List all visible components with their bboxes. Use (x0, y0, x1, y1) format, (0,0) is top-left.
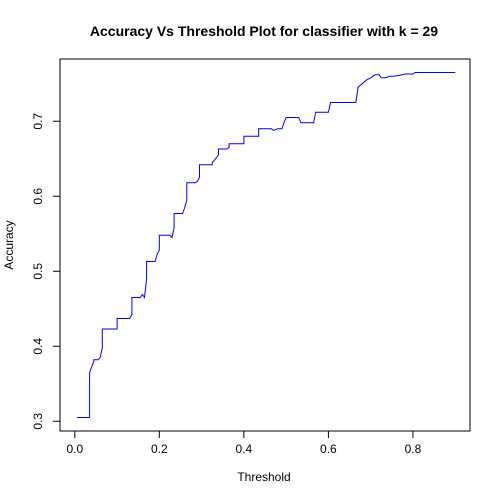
x-tick-label: 0.4 (236, 442, 253, 456)
x-axis: 0.0 0.2 0.4 0.6 0.8 (66, 430, 422, 456)
x-tick-label: 0.2 (151, 442, 168, 456)
y-tick-label: 0.4 (31, 338, 45, 355)
x-tick-label: 0.8 (405, 442, 422, 456)
x-tick-label: 0.6 (320, 442, 337, 456)
y-tick-label: 0.7 (31, 113, 45, 130)
y-axis-label: Accuracy (2, 220, 16, 269)
accuracy-line (76, 72, 456, 418)
x-tick-label: 0.0 (66, 442, 83, 456)
y-tick-label: 0.6 (31, 188, 45, 205)
series-layer (76, 72, 456, 418)
y-tick-label: 0.3 (31, 413, 45, 430)
chart-title: Accuracy Vs Threshold Plot for classifie… (90, 23, 438, 39)
y-tick-label: 0.5 (31, 263, 45, 280)
y-axis: 0.3 0.4 0.5 0.6 0.7 (31, 113, 61, 430)
x-axis-label: Threshold (237, 470, 290, 484)
